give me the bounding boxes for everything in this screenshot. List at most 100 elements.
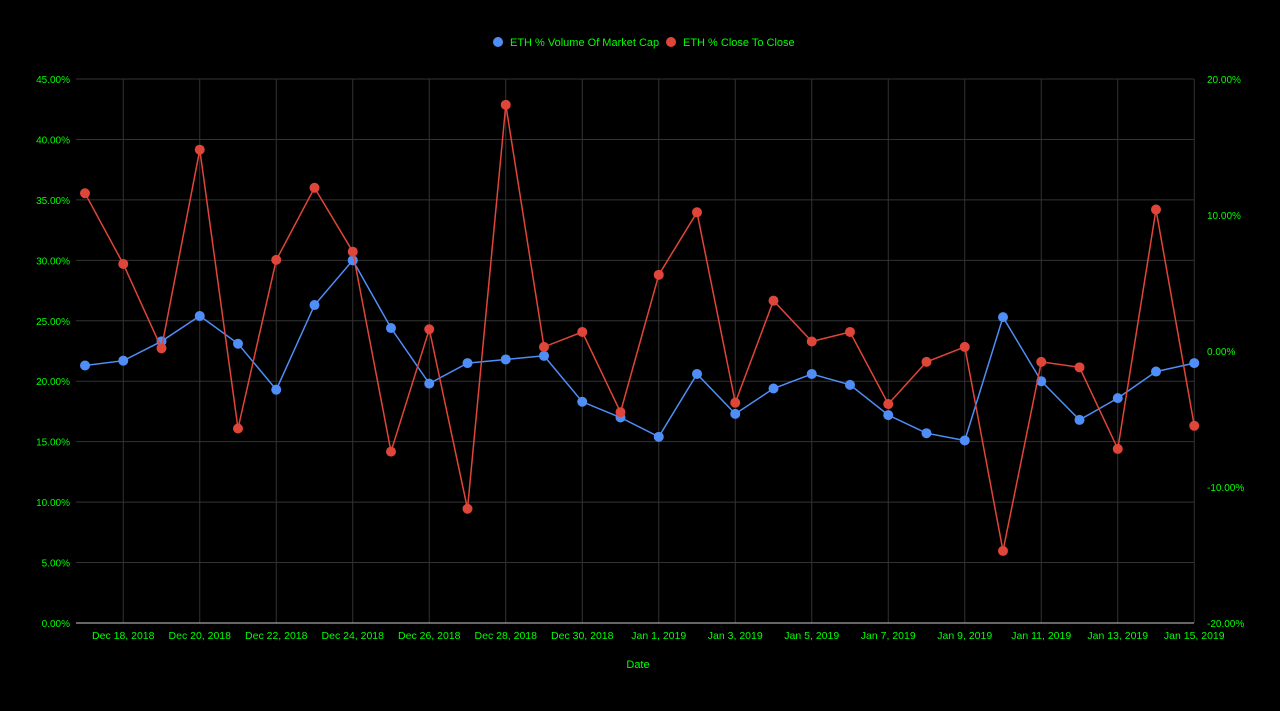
data-point[interactable] <box>462 503 473 514</box>
y-left-tick-label: 20.00% <box>36 377 70 388</box>
data-point[interactable] <box>730 408 741 419</box>
x-tick-label: Jan 7, 2019 <box>861 630 916 642</box>
data-point[interactable] <box>386 323 396 334</box>
data-point[interactable] <box>309 300 320 311</box>
data-point[interactable] <box>1112 393 1123 404</box>
data-point[interactable] <box>959 341 970 352</box>
data-point[interactable] <box>998 312 1008 323</box>
data-point[interactable] <box>1189 358 1200 369</box>
data-point[interactable] <box>883 410 894 421</box>
y-left-tick-label: 40.00% <box>36 135 70 146</box>
data-point[interactable] <box>539 350 549 361</box>
data-point[interactable] <box>500 354 511 365</box>
data-point[interactable] <box>692 207 702 218</box>
data-point[interactable] <box>577 396 588 407</box>
x-tick-label: Jan 5, 2019 <box>784 630 839 642</box>
legend-marker <box>493 37 503 47</box>
data-point[interactable] <box>921 356 932 367</box>
x-tick-label: Jan 1, 2019 <box>631 630 686 642</box>
data-point[interactable] <box>806 368 817 379</box>
data-point[interactable] <box>271 254 282 265</box>
x-tick-label: Jan 13, 2019 <box>1087 630 1148 642</box>
y-right-tick-label: -10.00% <box>1207 483 1244 494</box>
data-point[interactable] <box>730 397 741 408</box>
data-point[interactable] <box>845 379 855 390</box>
data-point[interactable] <box>386 446 396 457</box>
data-point[interactable] <box>1074 362 1085 373</box>
data-point[interactable] <box>539 341 549 352</box>
legend-marker <box>666 37 676 47</box>
y-left-tick-label: 30.00% <box>36 256 70 267</box>
data-point[interactable] <box>1112 443 1123 454</box>
data-point[interactable] <box>424 324 435 335</box>
y-left-tick-label: 5.00% <box>42 559 70 570</box>
legend-label: ETH % Volume Of Market Cap <box>510 37 659 49</box>
x-tick-label: Dec 30, 2018 <box>551 630 614 642</box>
series-line <box>84 258 1195 442</box>
x-tick-label: Dec 26, 2018 <box>398 630 461 642</box>
y-left-tick-label: 10.00% <box>36 498 70 509</box>
legend[interactable]: ETH % Volume Of Market Cap ETH % Close To… <box>493 37 795 49</box>
data-point[interactable] <box>194 144 205 155</box>
data-point[interactable] <box>462 358 473 369</box>
y-right-tick-label: 20.00% <box>1207 75 1241 86</box>
data-point[interactable] <box>806 336 817 347</box>
data-point[interactable] <box>424 378 435 389</box>
data-point[interactable] <box>883 399 894 410</box>
data-point[interactable] <box>118 355 129 366</box>
data-point[interactable] <box>998 545 1008 556</box>
legend-item[interactable]: ETH % Close To Close <box>666 37 795 49</box>
data-point[interactable] <box>118 258 129 269</box>
legend-item[interactable]: ETH % Volume Of Market Cap <box>493 37 659 49</box>
data-point[interactable] <box>80 188 90 199</box>
x-tick-label: Jan 11, 2019 <box>1011 630 1071 642</box>
data-point[interactable] <box>309 182 320 193</box>
data-point[interactable] <box>80 360 90 371</box>
data-point[interactable] <box>156 343 167 354</box>
x-tick-label: Jan 3, 2019 <box>708 630 763 642</box>
series-2 <box>80 99 1200 556</box>
y-left-tick-label: 15.00% <box>36 438 70 449</box>
data-point[interactable] <box>959 435 970 446</box>
data-point[interactable] <box>615 407 626 418</box>
y-right-tick-label: -20.00% <box>1207 619 1244 630</box>
legend-label: ETH % Close To Close <box>683 37 795 49</box>
data-point[interactable] <box>921 428 932 439</box>
y-right-tick-label: 0.00% <box>1207 347 1235 358</box>
y-left-tick-label: 25.00% <box>36 317 70 328</box>
data-point[interactable] <box>768 295 779 306</box>
axes: 0.00% 5.00% 10.00% 15.00% 20.00% 25.00% 30.00%… <box>36 75 1244 642</box>
data-point[interactable] <box>1151 366 1161 377</box>
data-point[interactable] <box>1036 356 1047 367</box>
data-point[interactable] <box>768 383 779 394</box>
data-point[interactable] <box>692 368 702 379</box>
data-point[interactable] <box>653 431 664 442</box>
x-axis-title: Date <box>626 659 649 671</box>
data-point[interactable] <box>271 384 282 395</box>
data-point[interactable] <box>1151 204 1161 215</box>
data-point[interactable] <box>577 326 588 337</box>
x-tick-label: Dec 22, 2018 <box>245 630 308 642</box>
y-left-tick-label: 0.00% <box>42 619 70 630</box>
data-point[interactable] <box>1036 376 1047 387</box>
series-line <box>84 104 1196 552</box>
data-point[interactable] <box>347 255 358 266</box>
data-point[interactable] <box>194 310 205 321</box>
data-point[interactable] <box>653 269 664 280</box>
data-point[interactable] <box>1189 420 1200 431</box>
x-tick-label: Dec 20, 2018 <box>169 630 232 642</box>
y-right-tick-label: 10.00% <box>1207 211 1241 222</box>
data-point[interactable] <box>233 338 243 349</box>
y-left-tick-label: 35.00% <box>36 196 70 207</box>
data-point[interactable] <box>845 326 855 337</box>
data-point[interactable] <box>1074 414 1085 425</box>
x-tick-label: Dec 28, 2018 <box>475 630 538 642</box>
data-point[interactable] <box>500 99 511 110</box>
series-layer <box>80 99 1200 556</box>
y-left-tick-label: 45.00% <box>36 75 70 86</box>
data-point[interactable] <box>347 246 358 257</box>
data-point[interactable] <box>233 423 243 434</box>
